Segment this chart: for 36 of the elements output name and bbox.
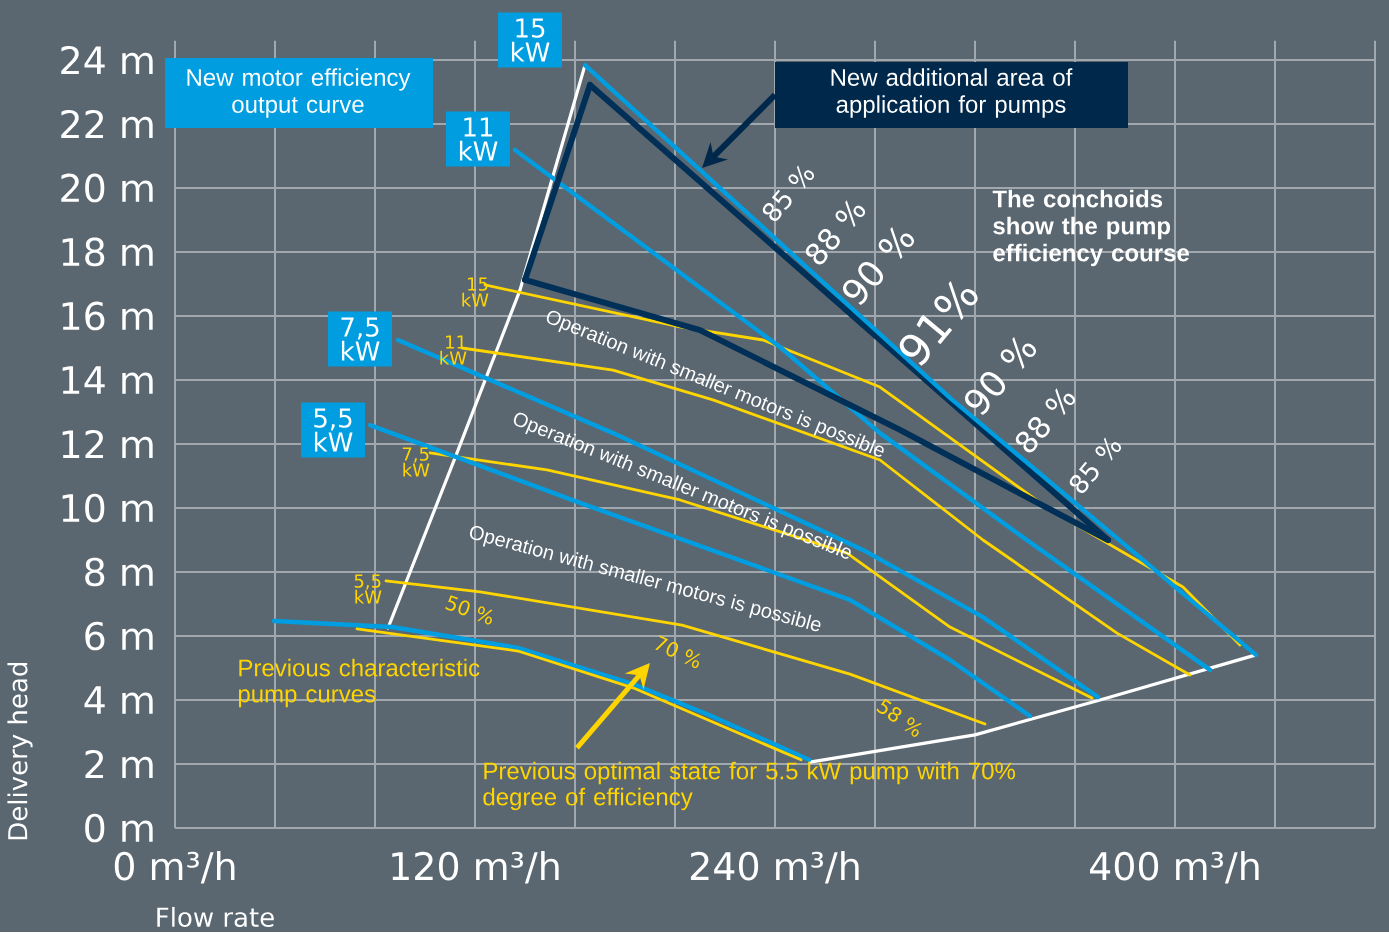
annotation: New additional area of application for pumps — [831, 68, 1073, 118]
annotation: New motor efficiency output curve — [187, 68, 411, 118]
annotation: Previous characteristic pump curves — [238, 658, 480, 708]
y-tick-label: 8 m — [85, 557, 153, 587]
series-label: 7,5 kW — [341, 317, 380, 361]
x-tick-label: 400 m³/h — [1089, 851, 1259, 884]
y-tick-label: 12 m — [62, 430, 153, 459]
x-axis-title: Flow rate — [157, 907, 274, 928]
series-label: 11 kW — [459, 117, 498, 161]
series-label: 5,5 kW — [354, 574, 382, 604]
x-tick-label: 0 m³/h — [114, 851, 235, 884]
y-tick-label: 24 m — [61, 46, 153, 75]
y-tick-label: 6 m — [85, 621, 153, 651]
annotation: 90 % — [843, 227, 915, 306]
series-label: 15 kW — [462, 277, 489, 307]
annotation: 50 % — [445, 595, 493, 625]
y-axis-title: Delivery head — [7, 663, 33, 840]
x-tick-label: 240 m³/h — [690, 851, 859, 884]
x-tick-label: 120 m³/h — [392, 851, 559, 884]
y-tick-label: 0 m — [85, 813, 153, 843]
y-tick-label: 14 m — [62, 366, 153, 394]
y-tick-label: 22 m — [61, 110, 153, 139]
annotation: 58 % — [876, 698, 922, 737]
series-label: 15 kW — [511, 18, 550, 62]
series-label: 7,5 kW — [402, 447, 430, 477]
y-tick-label: 4 m — [84, 686, 153, 714]
y-tick-label: 18 m — [62, 237, 153, 267]
y-tick-label: 10 m — [62, 493, 153, 523]
y-tick-label: 16 m — [62, 301, 153, 331]
annotation: 85 % — [762, 165, 815, 222]
series-label: 5,5 kW — [314, 408, 353, 452]
annotation: 70 % — [655, 635, 701, 669]
y-tick-label: 20 m — [61, 173, 153, 203]
annotation: The conchoids show the pump efficiency course — [992, 189, 1189, 267]
annotation: Previous optimal state for 5.5 kW pump with 70% degree of efficiency — [483, 761, 1016, 811]
y-tick-label: 2 m — [85, 750, 153, 779]
